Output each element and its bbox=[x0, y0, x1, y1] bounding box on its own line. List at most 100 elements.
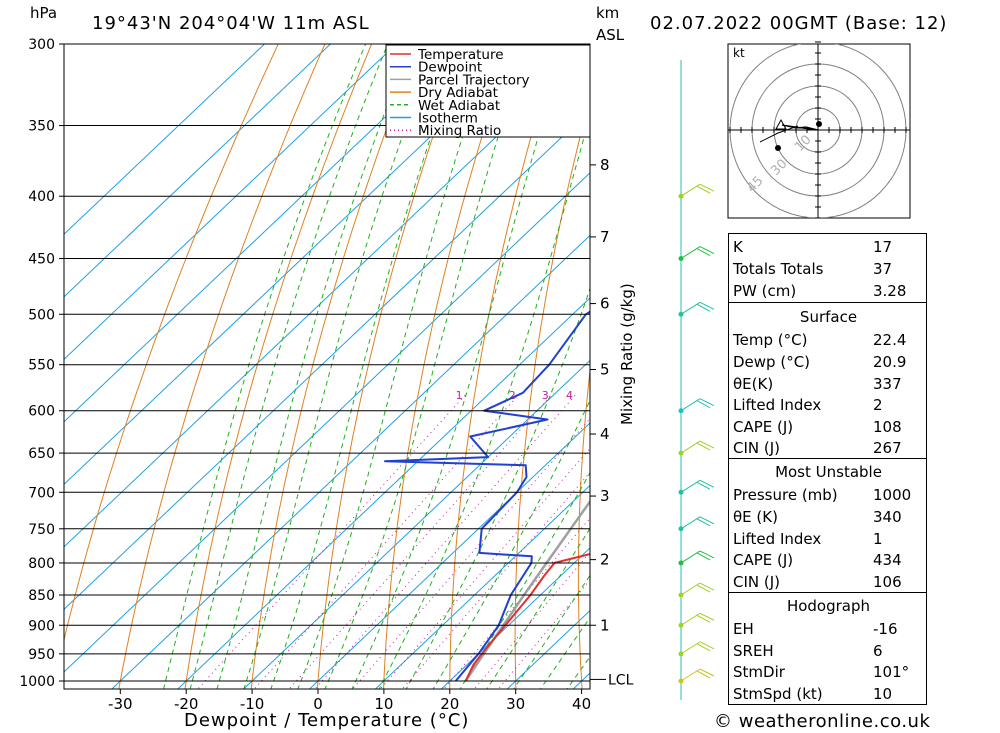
height-tick-label: 3 bbox=[600, 487, 610, 505]
pressure-tick-label: 950 bbox=[28, 647, 55, 663]
hodo-row-stmdir: StmDir 101° bbox=[733, 663, 910, 681]
surface-row-cin: CIN (J) 267 bbox=[733, 439, 902, 457]
legend-label: Isotherm bbox=[418, 111, 478, 127]
dry-adiabat-line bbox=[920, 26, 984, 707]
wet-adiabat-line bbox=[513, 574, 590, 689]
indices-panel: K 17 Totals Totals 37 PW (cm) 3.28 Surface … bbox=[728, 233, 927, 705]
height-unit-asl: ASL bbox=[596, 26, 625, 44]
pressure-tick-label: 1000 bbox=[19, 674, 55, 690]
pressure-tick-label: 900 bbox=[28, 618, 55, 634]
dewpoint-line bbox=[384, 310, 590, 682]
wet-adiabat-line bbox=[163, 44, 367, 689]
isotherm-line bbox=[111, 234, 590, 689]
isotherm-line bbox=[440, 547, 590, 689]
legend-label: Dewpoint bbox=[418, 60, 482, 76]
legend-label: Parcel Trajectory bbox=[418, 72, 530, 88]
dry-adiabat-line bbox=[184, 44, 373, 689]
most-unstable-box: Most Unstable Pressure (mb) 1000 θE (K) 34… bbox=[728, 458, 927, 593]
dry-adiabat-line bbox=[64, 44, 279, 642]
mixing-ratio-label: 6 bbox=[601, 389, 608, 402]
height-unit-km: km bbox=[596, 4, 620, 22]
hodograph-trace bbox=[781, 124, 819, 131]
temperature-tick-label: -10 bbox=[240, 695, 265, 713]
dry-adiabat-line bbox=[316, 44, 466, 689]
mixing-ratio-line bbox=[288, 392, 554, 689]
temperature-tick-label: 40 bbox=[572, 695, 591, 713]
temperature-tick-label: 0 bbox=[313, 695, 323, 713]
isotherm-line bbox=[64, 109, 590, 611]
pressure-tick-label: 850 bbox=[28, 588, 55, 604]
mixing-ratio-line bbox=[443, 517, 590, 689]
wind-barb bbox=[680, 550, 715, 564]
hodograph-box: Hodograph EH -16 SREH 6 StmDir 101° StmSpd … bbox=[728, 592, 927, 705]
dry-adiabat-line bbox=[118, 44, 326, 689]
mu-row-lifted-index: Lifted Index 1 bbox=[733, 530, 883, 548]
surface-title: Surface bbox=[799, 308, 858, 326]
wind-barb bbox=[680, 183, 715, 197]
legend-label: Temperature bbox=[417, 47, 504, 63]
wind-barb bbox=[680, 612, 715, 626]
wet-adiabat-line bbox=[486, 527, 590, 689]
legend-box bbox=[385, 44, 591, 138]
height-tick-label: 7 bbox=[600, 228, 610, 246]
mixing-ratio-line bbox=[253, 392, 521, 689]
general-indices-box: K 17 Totals Totals 37 PW (cm) 3.28 bbox=[728, 233, 927, 303]
pressure-tick-label: 700 bbox=[28, 485, 55, 501]
wind-barb bbox=[680, 479, 715, 493]
isotherm-line bbox=[64, 44, 463, 423]
isotherm-line bbox=[64, 44, 529, 486]
isotherm-line bbox=[242, 359, 590, 689]
mu-row-cape: CAPE (J) 434 bbox=[733, 551, 902, 569]
pressure-tick-label: 650 bbox=[28, 446, 55, 462]
pressure-tick-label: 400 bbox=[28, 189, 55, 205]
surface-row-thetae: θE(K) 337 bbox=[733, 375, 902, 393]
temperature-tick-label: 10 bbox=[374, 695, 393, 713]
pressure-tick-label: 750 bbox=[28, 522, 55, 538]
hodo-row-stmspd: StmSpd (kt) 10 bbox=[733, 685, 893, 703]
wet-adiabat-line bbox=[270, 44, 465, 689]
index-row-k: K 17 bbox=[733, 238, 893, 256]
mixing-ratio-line bbox=[497, 579, 590, 689]
dry-adiabat-line bbox=[972, 26, 1000, 707]
surface-row-cape: CAPE (J) 108 bbox=[733, 418, 902, 436]
lcl-label: LCL bbox=[608, 672, 634, 688]
legend-label: Wet Adiabat bbox=[418, 98, 500, 114]
surface-row-lifted-index: Lifted Index 2 bbox=[733, 396, 883, 414]
location-title: 19°43'N 204°04'W 11m ASL bbox=[92, 13, 370, 34]
wet-adiabat-line bbox=[189, 44, 389, 689]
isotherm-line bbox=[374, 484, 590, 689]
wind-barb bbox=[680, 440, 715, 454]
pressure-tick-label: 300 bbox=[28, 37, 55, 53]
dry-adiabat-line bbox=[250, 44, 419, 689]
pressure-unit-label: hPa bbox=[30, 4, 58, 22]
hodograph-title: Hodograph bbox=[786, 597, 871, 615]
wind-barb bbox=[680, 246, 715, 259]
mixing-ratio-label: 10 bbox=[645, 389, 659, 402]
temperature-tick-label: 30 bbox=[506, 695, 525, 713]
mixing-ratio-axis-label: Mixing Ratio (g/kg) bbox=[618, 283, 636, 425]
dry-adiabat-line bbox=[577, 366, 590, 689]
wet-adiabat-line bbox=[378, 114, 590, 689]
temperature-tick-label: 20 bbox=[440, 695, 459, 713]
height-tick-label: 4 bbox=[600, 425, 610, 443]
dry-adiabat-line bbox=[640, 26, 703, 707]
pressure-tick-label: 600 bbox=[28, 404, 55, 420]
wind-barb bbox=[680, 668, 715, 682]
parcel-trajectory-line bbox=[464, 499, 590, 682]
isotherm-line bbox=[64, 47, 590, 548]
x-axis-label: Dewpoint / Temperature (°C) bbox=[184, 710, 470, 731]
pressure-tick-label: 450 bbox=[28, 252, 55, 268]
surface-row-temp: Temp (°C) 22.4 bbox=[733, 331, 907, 349]
mixing-ratio-label: 4 bbox=[566, 389, 573, 402]
mixing-ratio-line bbox=[401, 471, 590, 689]
isotherm-line bbox=[64, 44, 332, 298]
hodograph-frame bbox=[727, 43, 911, 219]
copyright-link[interactable]: © weatheronline.co.uk bbox=[714, 711, 931, 732]
wet-adiabat-line bbox=[216, 44, 412, 689]
wind-barb bbox=[680, 398, 715, 412]
isotherm-line bbox=[64, 44, 266, 235]
mixing-ratio-label: 1 bbox=[456, 389, 463, 402]
legend-label: Dry Adiabat bbox=[418, 85, 498, 101]
hodo-row-eh: EH -16 bbox=[733, 620, 898, 638]
